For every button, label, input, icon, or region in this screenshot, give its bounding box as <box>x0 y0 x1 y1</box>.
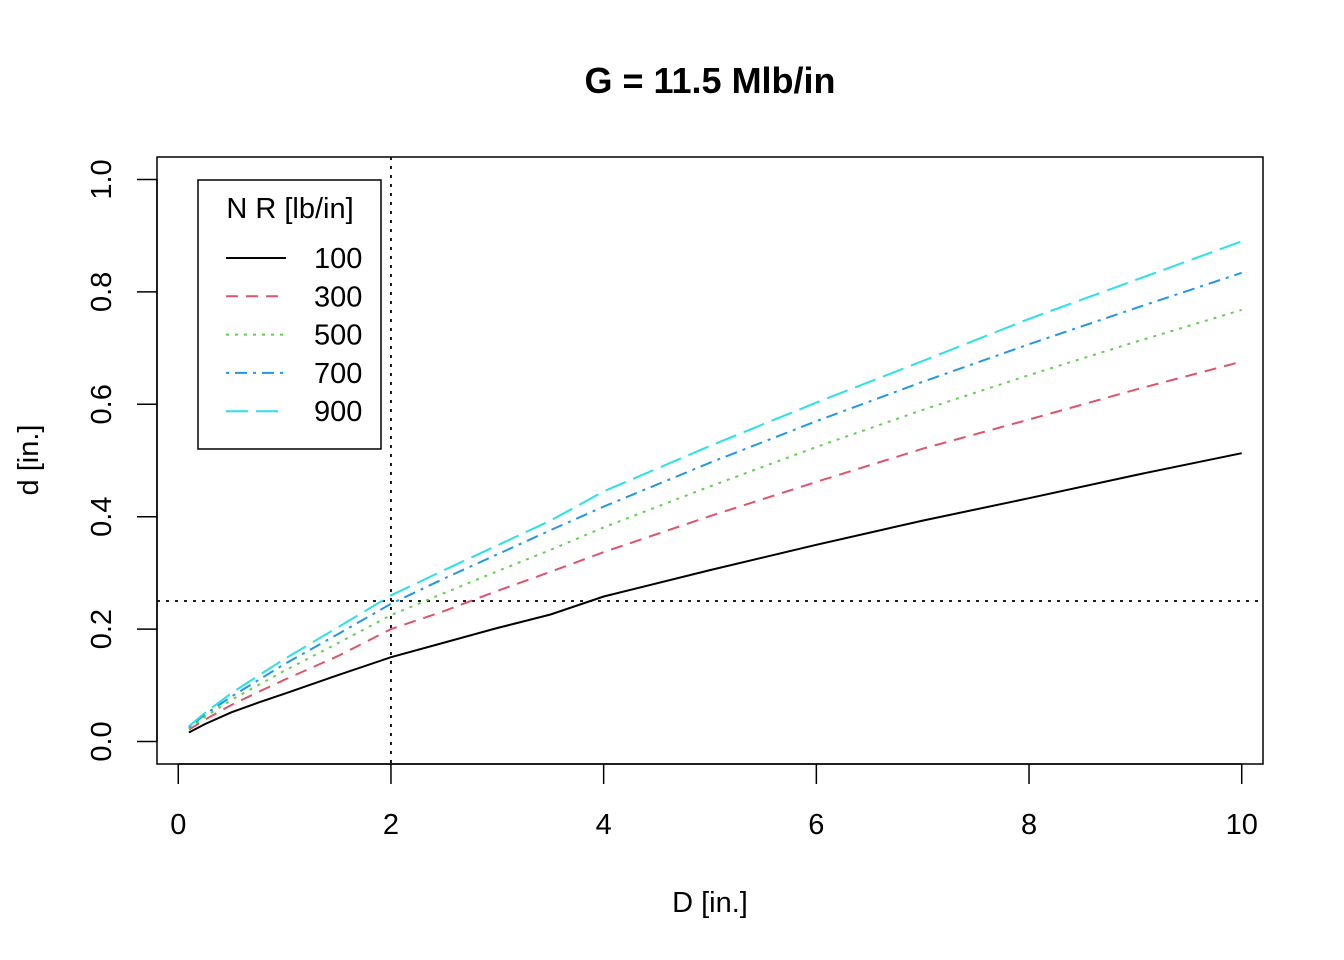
x-tick-label-5: 10 <box>1226 809 1258 841</box>
x-axis: 0 2 4 6 8 10 <box>170 763 1258 841</box>
x-tick-label-3: 6 <box>808 809 824 841</box>
legend-label-300: 300 <box>314 281 362 313</box>
x-axis-label: D [in.] <box>672 887 748 919</box>
legend-label-900: 900 <box>314 396 362 428</box>
series-line-300 <box>188 360 1242 731</box>
y-tick-label-2: 0.4 <box>86 497 118 537</box>
legend-title: N R [lb/in] <box>226 193 353 225</box>
y-tick-label-1: 0.2 <box>86 609 118 649</box>
legend-items: 100 300 500 700 900 <box>226 243 362 428</box>
y-tick-label-0: 0.0 <box>86 721 118 761</box>
series-line-100 <box>188 452 1242 734</box>
legend-label-100: 100 <box>314 243 362 275</box>
y-tick-label-5: 1.0 <box>86 159 118 199</box>
series-line-500 <box>188 308 1242 730</box>
y-axis-label: d [in.] <box>13 425 45 496</box>
y-axis: 0.0 0.2 0.4 0.6 0.8 1.0 <box>86 159 158 762</box>
chart-title: G = 11.5 Mlb/in <box>584 60 835 101</box>
series-line-700 <box>188 271 1243 729</box>
y-tick-label-4: 0.8 <box>86 272 118 312</box>
legend-label-500: 500 <box>314 320 362 352</box>
legend: N R [lb/in] 100 300 500 700 900 <box>197 179 382 450</box>
series-layer <box>188 240 1243 734</box>
legend-label-700: 700 <box>314 358 362 390</box>
x-tick-label-1: 2 <box>383 809 399 841</box>
reference-lines <box>157 157 1263 764</box>
x-tick-label-2: 4 <box>596 809 612 841</box>
legend-box <box>197 179 382 450</box>
x-tick-label-0: 0 <box>170 809 186 841</box>
x-tick-label-4: 8 <box>1021 809 1037 841</box>
y-tick-label-3: 0.6 <box>86 384 118 424</box>
series-line-900 <box>188 240 1243 728</box>
